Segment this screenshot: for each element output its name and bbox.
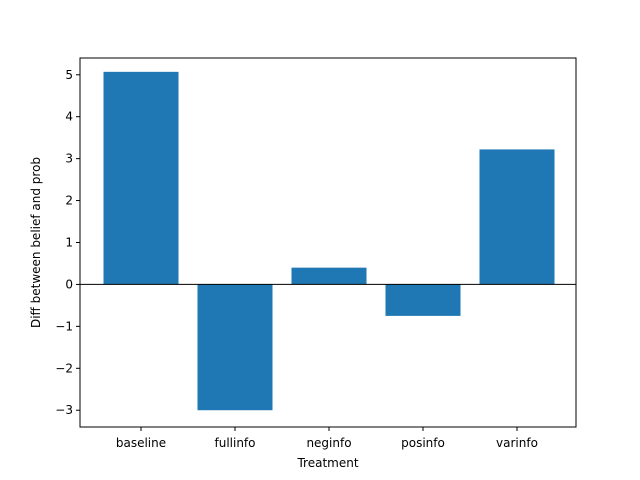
bars-layer bbox=[103, 71, 555, 411]
x-tick-label: baseline bbox=[116, 436, 166, 450]
y-axis-label: Diff between belief and prob bbox=[29, 157, 43, 328]
y-tick-label: −2 bbox=[55, 361, 73, 375]
y-axis: −3 −2 −1 0 1 2 3 4 5 bbox=[55, 68, 80, 417]
x-axis-label: Treatment bbox=[296, 456, 358, 470]
y-tick-label: 4 bbox=[65, 110, 73, 124]
bar-neginfo bbox=[291, 267, 367, 285]
y-tick-label: 1 bbox=[65, 236, 73, 250]
y-tick-label: 2 bbox=[65, 194, 73, 208]
bar-posinfo bbox=[385, 284, 461, 316]
y-tick-label: 0 bbox=[65, 277, 73, 291]
y-tick-label: −3 bbox=[55, 403, 73, 417]
bar-varinfo bbox=[479, 149, 555, 285]
x-tick-label: varinfo bbox=[496, 436, 538, 450]
x-tick-label: neginfo bbox=[306, 436, 351, 450]
y-tick-label: 5 bbox=[65, 68, 73, 82]
y-tick-label: −1 bbox=[55, 319, 73, 333]
bar-baseline bbox=[103, 71, 179, 285]
x-tick-label: fullinfo bbox=[214, 436, 255, 450]
x-tick-label: posinfo bbox=[401, 436, 445, 450]
y-tick-label: 3 bbox=[65, 152, 73, 166]
bar-fullinfo bbox=[197, 284, 273, 411]
x-axis: baseline fullinfo neginfo posinfo varinfo bbox=[116, 427, 538, 450]
